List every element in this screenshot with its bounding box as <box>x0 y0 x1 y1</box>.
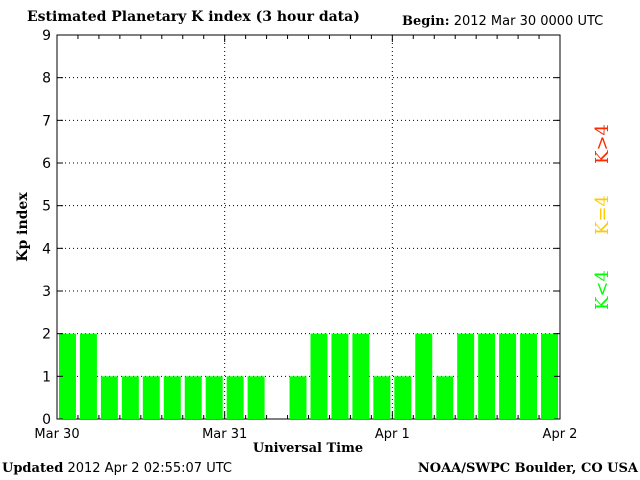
y-tick-label: 7 <box>42 113 51 129</box>
kp-bar <box>436 376 454 419</box>
chart-title: Estimated Planetary K index (3 hour data… <box>27 9 360 25</box>
begin-label: Begin: <box>402 14 450 29</box>
x-axis-label: Universal Time <box>253 441 363 456</box>
y-tick-label: 0 <box>42 412 51 428</box>
kp-bar <box>59 333 76 419</box>
kp-bar <box>289 376 307 419</box>
kp-bar <box>79 333 97 419</box>
y-axis-label: Kp index <box>15 192 31 262</box>
updated-label: Updated <box>2 461 64 476</box>
x-ticks-layer: Mar 30 Mar 31 Apr 1 Apr 2 <box>34 35 577 442</box>
bars-layer <box>59 333 558 419</box>
x-tick-label: Mar 30 <box>34 427 79 442</box>
kp-bar <box>310 333 328 419</box>
updated-info: Updated 2012 Apr 2 02:55:07 UTC <box>2 461 232 476</box>
y-tick-label: 1 <box>42 369 51 385</box>
updated-value: 2012 Apr 2 02:55:07 UTC <box>67 461 232 476</box>
kp-bar <box>478 333 496 419</box>
y-tick-label: 8 <box>42 71 51 87</box>
legend-item-k-equal-4: K=4 <box>592 195 613 235</box>
kp-bar <box>100 376 118 419</box>
kp-bar <box>226 376 244 419</box>
kp-bar <box>163 376 181 419</box>
credit-text: NOAA/SWPC Boulder, CO USA <box>417 461 638 476</box>
legend: K>4 K=4 K<4 <box>592 124 613 310</box>
y-tick-label: 5 <box>42 199 51 215</box>
grid-layer <box>57 35 560 419</box>
kp-bar <box>142 376 160 419</box>
y-ticks-layer: 0 1 2 3 4 5 6 7 8 9 <box>42 28 560 428</box>
x-tick-label: Apr 1 <box>375 427 410 442</box>
kp-bar <box>331 333 349 419</box>
kp-bar <box>352 333 370 419</box>
y-tick-label: 4 <box>42 241 51 257</box>
x-tick-label: Apr 2 <box>543 427 578 442</box>
kp-bar <box>184 376 202 419</box>
kp-bar <box>457 333 475 419</box>
kp-bar <box>373 376 391 419</box>
y-tick-label: 6 <box>42 156 51 172</box>
kp-bar <box>520 333 538 419</box>
begin-value: 2012 Mar 30 0000 UTC <box>453 14 604 29</box>
kp-bar <box>499 333 517 419</box>
x-tick-label: Mar 31 <box>202 427 247 442</box>
kp-bar <box>541 333 558 419</box>
kp-bar <box>394 376 412 419</box>
kp-bar <box>247 376 265 419</box>
kp-bar <box>121 376 139 419</box>
kp-bar <box>415 333 433 419</box>
legend-item-k-greater-4: K>4 <box>592 124 613 164</box>
kp-bar <box>205 376 223 419</box>
y-tick-label: 2 <box>42 327 51 343</box>
y-tick-label: 3 <box>42 284 51 300</box>
begin-info: Begin: 2012 Mar 30 0000 UTC <box>402 14 603 29</box>
legend-item-k-less-4: K<4 <box>592 270 613 310</box>
y-tick-label: 9 <box>42 28 51 44</box>
